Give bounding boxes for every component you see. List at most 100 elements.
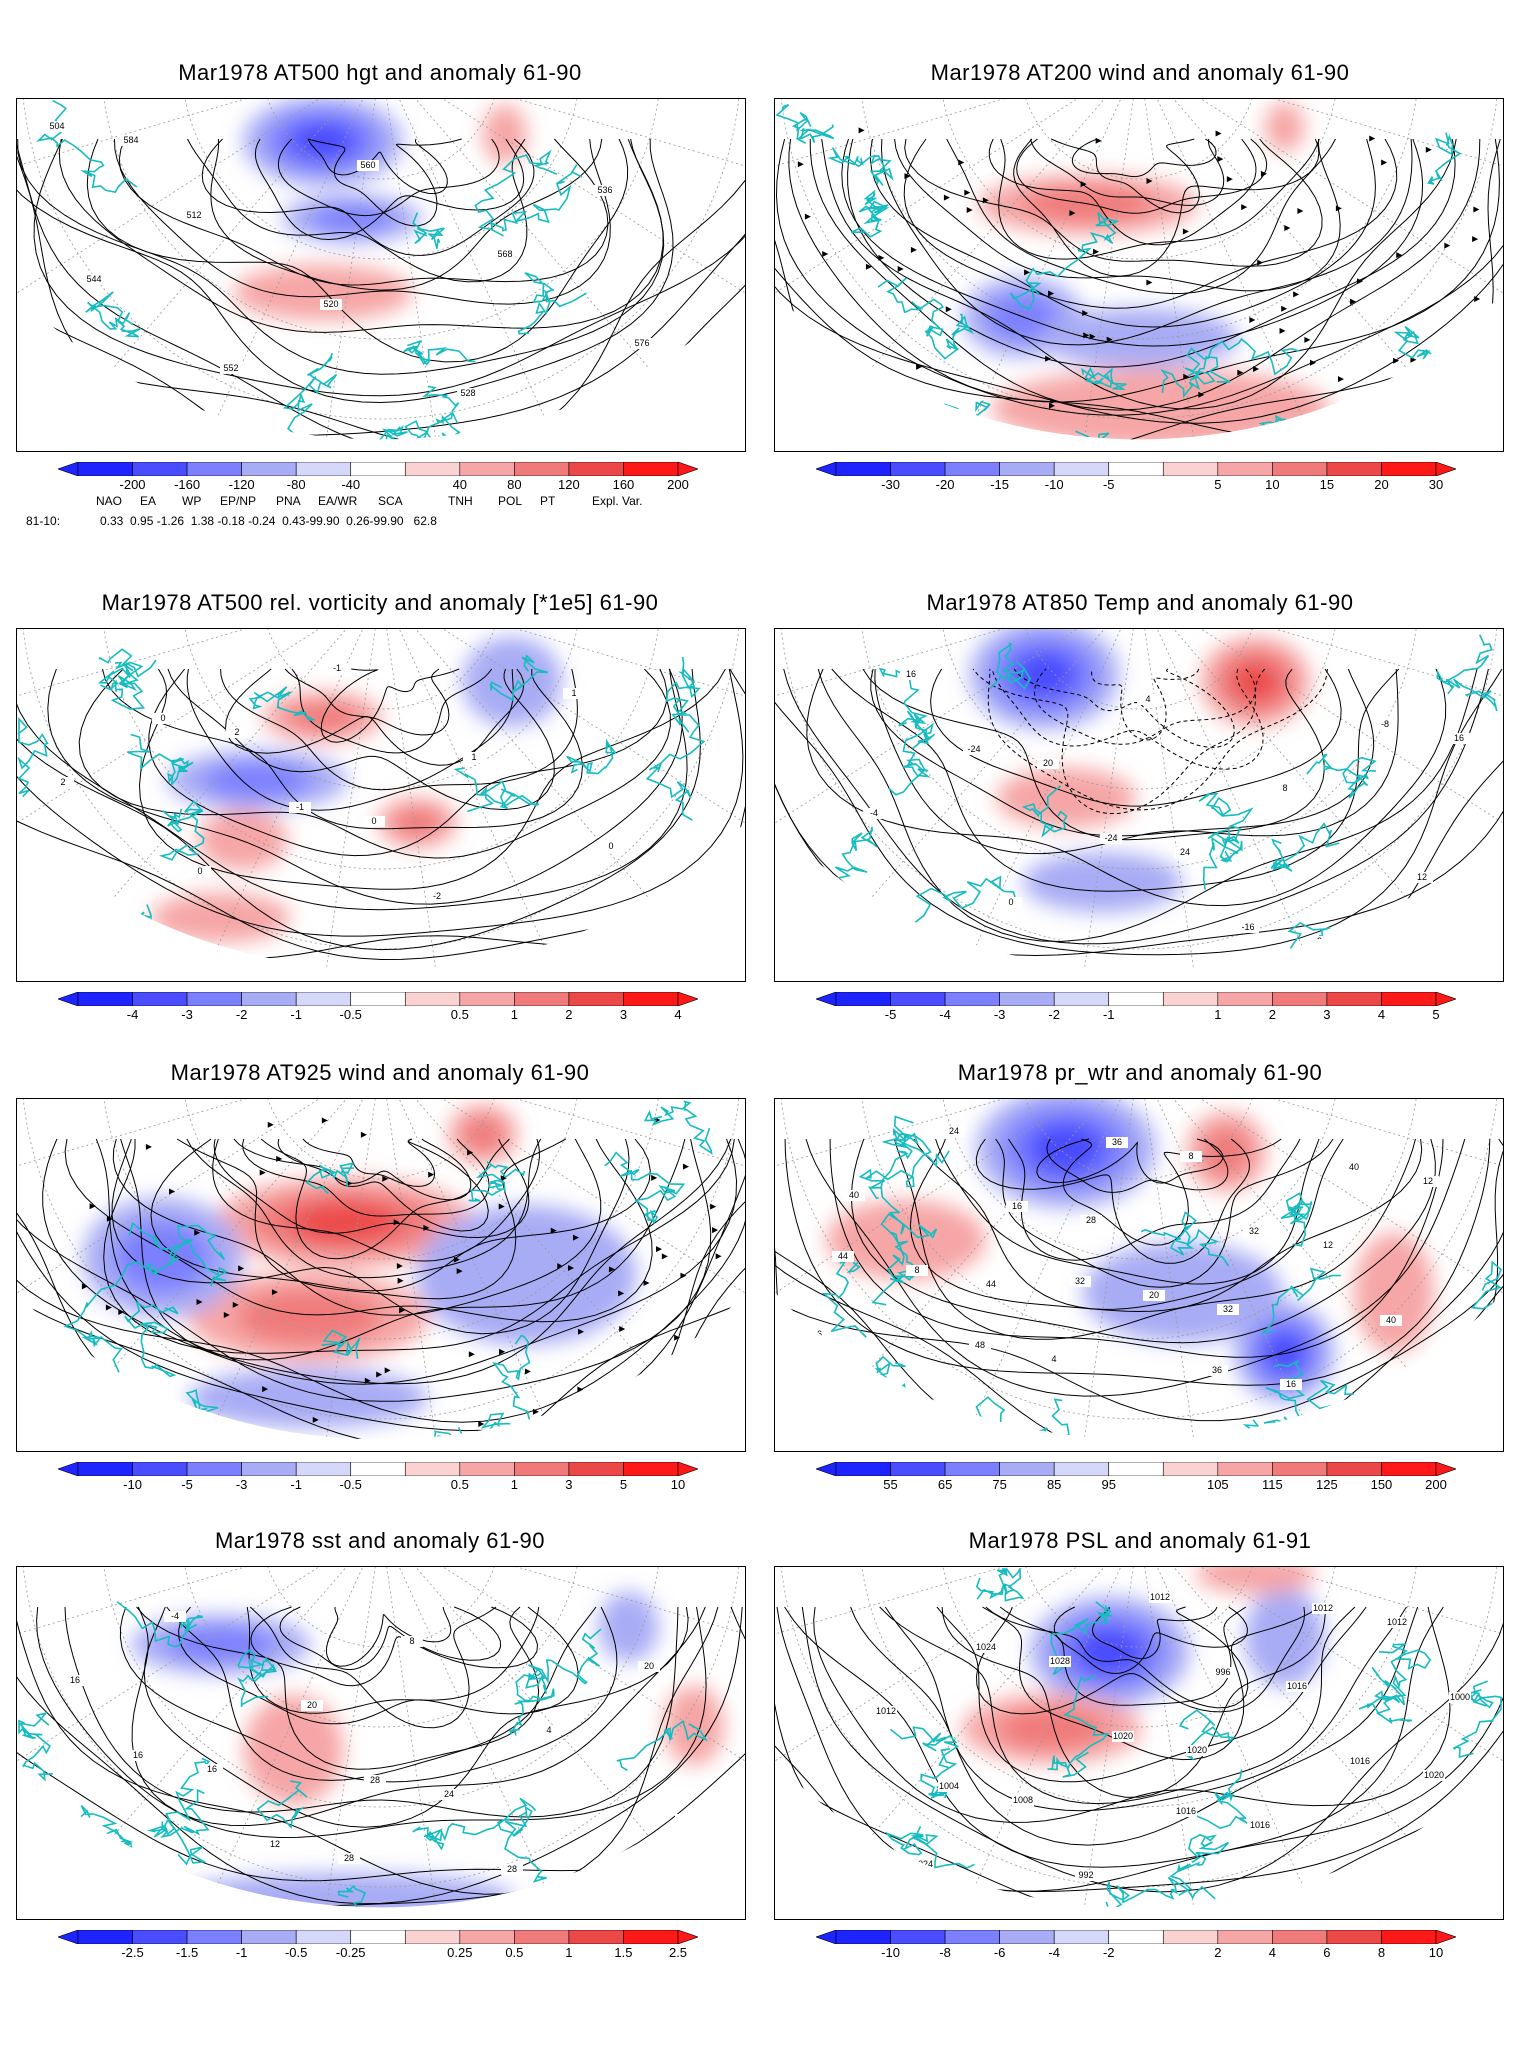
streamline bbox=[809, 138, 1481, 411]
contour-label: 0 bbox=[1008, 897, 1013, 907]
contour-line bbox=[284, 668, 450, 736]
colorbar-tick-label: -5 bbox=[884, 1007, 897, 1022]
contour-line bbox=[36, 1606, 707, 1839]
wind-arrow bbox=[1381, 159, 1388, 166]
coastline bbox=[850, 189, 890, 238]
wind-arrow bbox=[524, 1368, 531, 1375]
colorbar-tick-label: 20 bbox=[1374, 477, 1389, 492]
coastline bbox=[474, 149, 558, 231]
contour-label: 1024 bbox=[976, 1642, 996, 1652]
colorbar-segment bbox=[186, 461, 242, 477]
contour-line bbox=[941, 1606, 1326, 1798]
contour-label: 40 bbox=[1349, 1162, 1359, 1172]
colorbar-segment bbox=[1272, 1929, 1328, 1945]
coastline bbox=[1280, 1192, 1313, 1247]
contour-label: 0 bbox=[160, 713, 165, 723]
colorbar-segment bbox=[1053, 1929, 1110, 1945]
contour-label: 560 bbox=[360, 160, 375, 170]
coastline bbox=[1260, 1267, 1341, 1335]
tele-header: EP/NP bbox=[220, 494, 257, 508]
colorbar: -30 -20 -15 -10 -5 5 10 15 20 30 bbox=[815, 461, 1457, 492]
colorbar-tick-label: -10 bbox=[881, 1945, 900, 1960]
contour-line bbox=[148, 668, 668, 857]
streamline bbox=[1030, 138, 1225, 206]
contour-label: 44 bbox=[838, 1251, 848, 1261]
colorbar-tick-label: 6 bbox=[1323, 1945, 1331, 1960]
anomaly-blob bbox=[203, 762, 312, 799]
contour-line bbox=[143, 1606, 689, 1828]
colorbar-tick-label: 55 bbox=[883, 1477, 898, 1492]
wind-arrow bbox=[1396, 252, 1403, 259]
colorbar-segment bbox=[404, 991, 461, 1007]
contour-label: 12 bbox=[1423, 1176, 1433, 1186]
contour-label: 48 bbox=[975, 1340, 985, 1350]
colorbar-segment bbox=[890, 1461, 946, 1477]
wind-arrow bbox=[396, 1262, 403, 1269]
coastline bbox=[1160, 368, 1216, 399]
contour-label: 1012 bbox=[1387, 1617, 1407, 1627]
colorbar-segment bbox=[1381, 991, 1437, 1007]
contour-label: 1012 bbox=[876, 1706, 896, 1716]
wind-arrow bbox=[1089, 333, 1096, 340]
contour-line bbox=[17, 1606, 745, 1882]
streamline bbox=[998, 138, 1320, 260]
colorbar-arrow-left bbox=[815, 1929, 837, 1945]
anomaly-blob bbox=[1075, 1627, 1145, 1676]
colorbar-segment bbox=[890, 461, 946, 477]
coastline bbox=[1202, 828, 1243, 890]
contour-line bbox=[982, 1606, 1321, 1761]
contour-line bbox=[936, 1606, 1367, 1783]
wind-arrow bbox=[1237, 369, 1244, 376]
wind-arrow bbox=[453, 1256, 460, 1263]
contour-line bbox=[64, 1606, 679, 1818]
panel-title: Mar1978 AT500 rel. vorticity and anomaly… bbox=[101, 590, 659, 615]
hemisphere-mask bbox=[17, 292, 745, 451]
colorbar-tick-label: -2 bbox=[235, 1007, 248, 1022]
contour-line bbox=[995, 1138, 1334, 1288]
contour-line bbox=[975, 1138, 1251, 1264]
wind-arrow bbox=[468, 1351, 475, 1358]
contour-label: 32 bbox=[1223, 1304, 1233, 1314]
coastline bbox=[1358, 1666, 1406, 1716]
contour-line bbox=[17, 138, 665, 375]
coastline bbox=[821, 1257, 867, 1338]
panel-vort500: Mar1978 AT500 rel. vorticity and anomaly… bbox=[0, 590, 760, 1110]
contour-label: 32 bbox=[1249, 1226, 1259, 1236]
colorbar-tick-label: -6 bbox=[993, 1945, 1006, 1960]
colorbar-segment bbox=[132, 461, 188, 477]
coastline bbox=[1198, 792, 1254, 862]
colorbar: -10 -5 -3 -1 -0.5 0.5 1 3 5 10 bbox=[57, 1461, 699, 1492]
colorbar-tick-label: 200 bbox=[667, 477, 689, 492]
streamline bbox=[1051, 138, 1200, 214]
anomaly-blob bbox=[232, 264, 413, 321]
tele-row-values: 0.33 0.95 -1.26 1.38 -0.18 -0.24 0.43-99… bbox=[100, 514, 437, 528]
colorbar-segment bbox=[459, 1461, 515, 1477]
colorbar-segment bbox=[1162, 991, 1219, 1007]
anomaly-blob bbox=[1022, 852, 1183, 913]
contour-line bbox=[17, 155, 745, 436]
colorbar-tick-label: 75 bbox=[992, 1477, 1007, 1492]
hemisphere-mask bbox=[17, 1760, 745, 1919]
streamline bbox=[17, 1267, 745, 1451]
contour-line bbox=[320, 668, 460, 743]
colorbar-tick-label: 2 bbox=[1214, 1945, 1222, 1960]
coastline bbox=[403, 339, 476, 366]
contour-line bbox=[17, 806, 745, 981]
contour-line bbox=[775, 1703, 1503, 1893]
contour-line bbox=[775, 1150, 1503, 1451]
contour-line bbox=[850, 1138, 1436, 1344]
streamlines bbox=[775, 138, 1503, 451]
colorbar: -2.5 -1.5 -1 -0.5 -0.25 0.25 0.5 1 1.5 2.5 bbox=[57, 1929, 699, 1960]
contour-line bbox=[17, 138, 674, 404]
wind-arrow bbox=[804, 213, 811, 220]
wind-arrow bbox=[478, 1421, 485, 1428]
colorbar-segment bbox=[1108, 1461, 1164, 1477]
colorbar-tick-label: -0.5 bbox=[339, 1477, 362, 1492]
hemisphere-mask bbox=[17, 822, 745, 981]
colorbar-segment bbox=[295, 1461, 352, 1477]
anomaly-blob bbox=[1202, 1127, 1251, 1176]
wind-arrow bbox=[106, 1215, 113, 1222]
wind-arrow bbox=[360, 1131, 367, 1138]
contour-label: -4 bbox=[171, 1611, 179, 1621]
contour-labels: 504 512 520 528 536 544 552 560 568 576 584 bbox=[46, 121, 653, 399]
